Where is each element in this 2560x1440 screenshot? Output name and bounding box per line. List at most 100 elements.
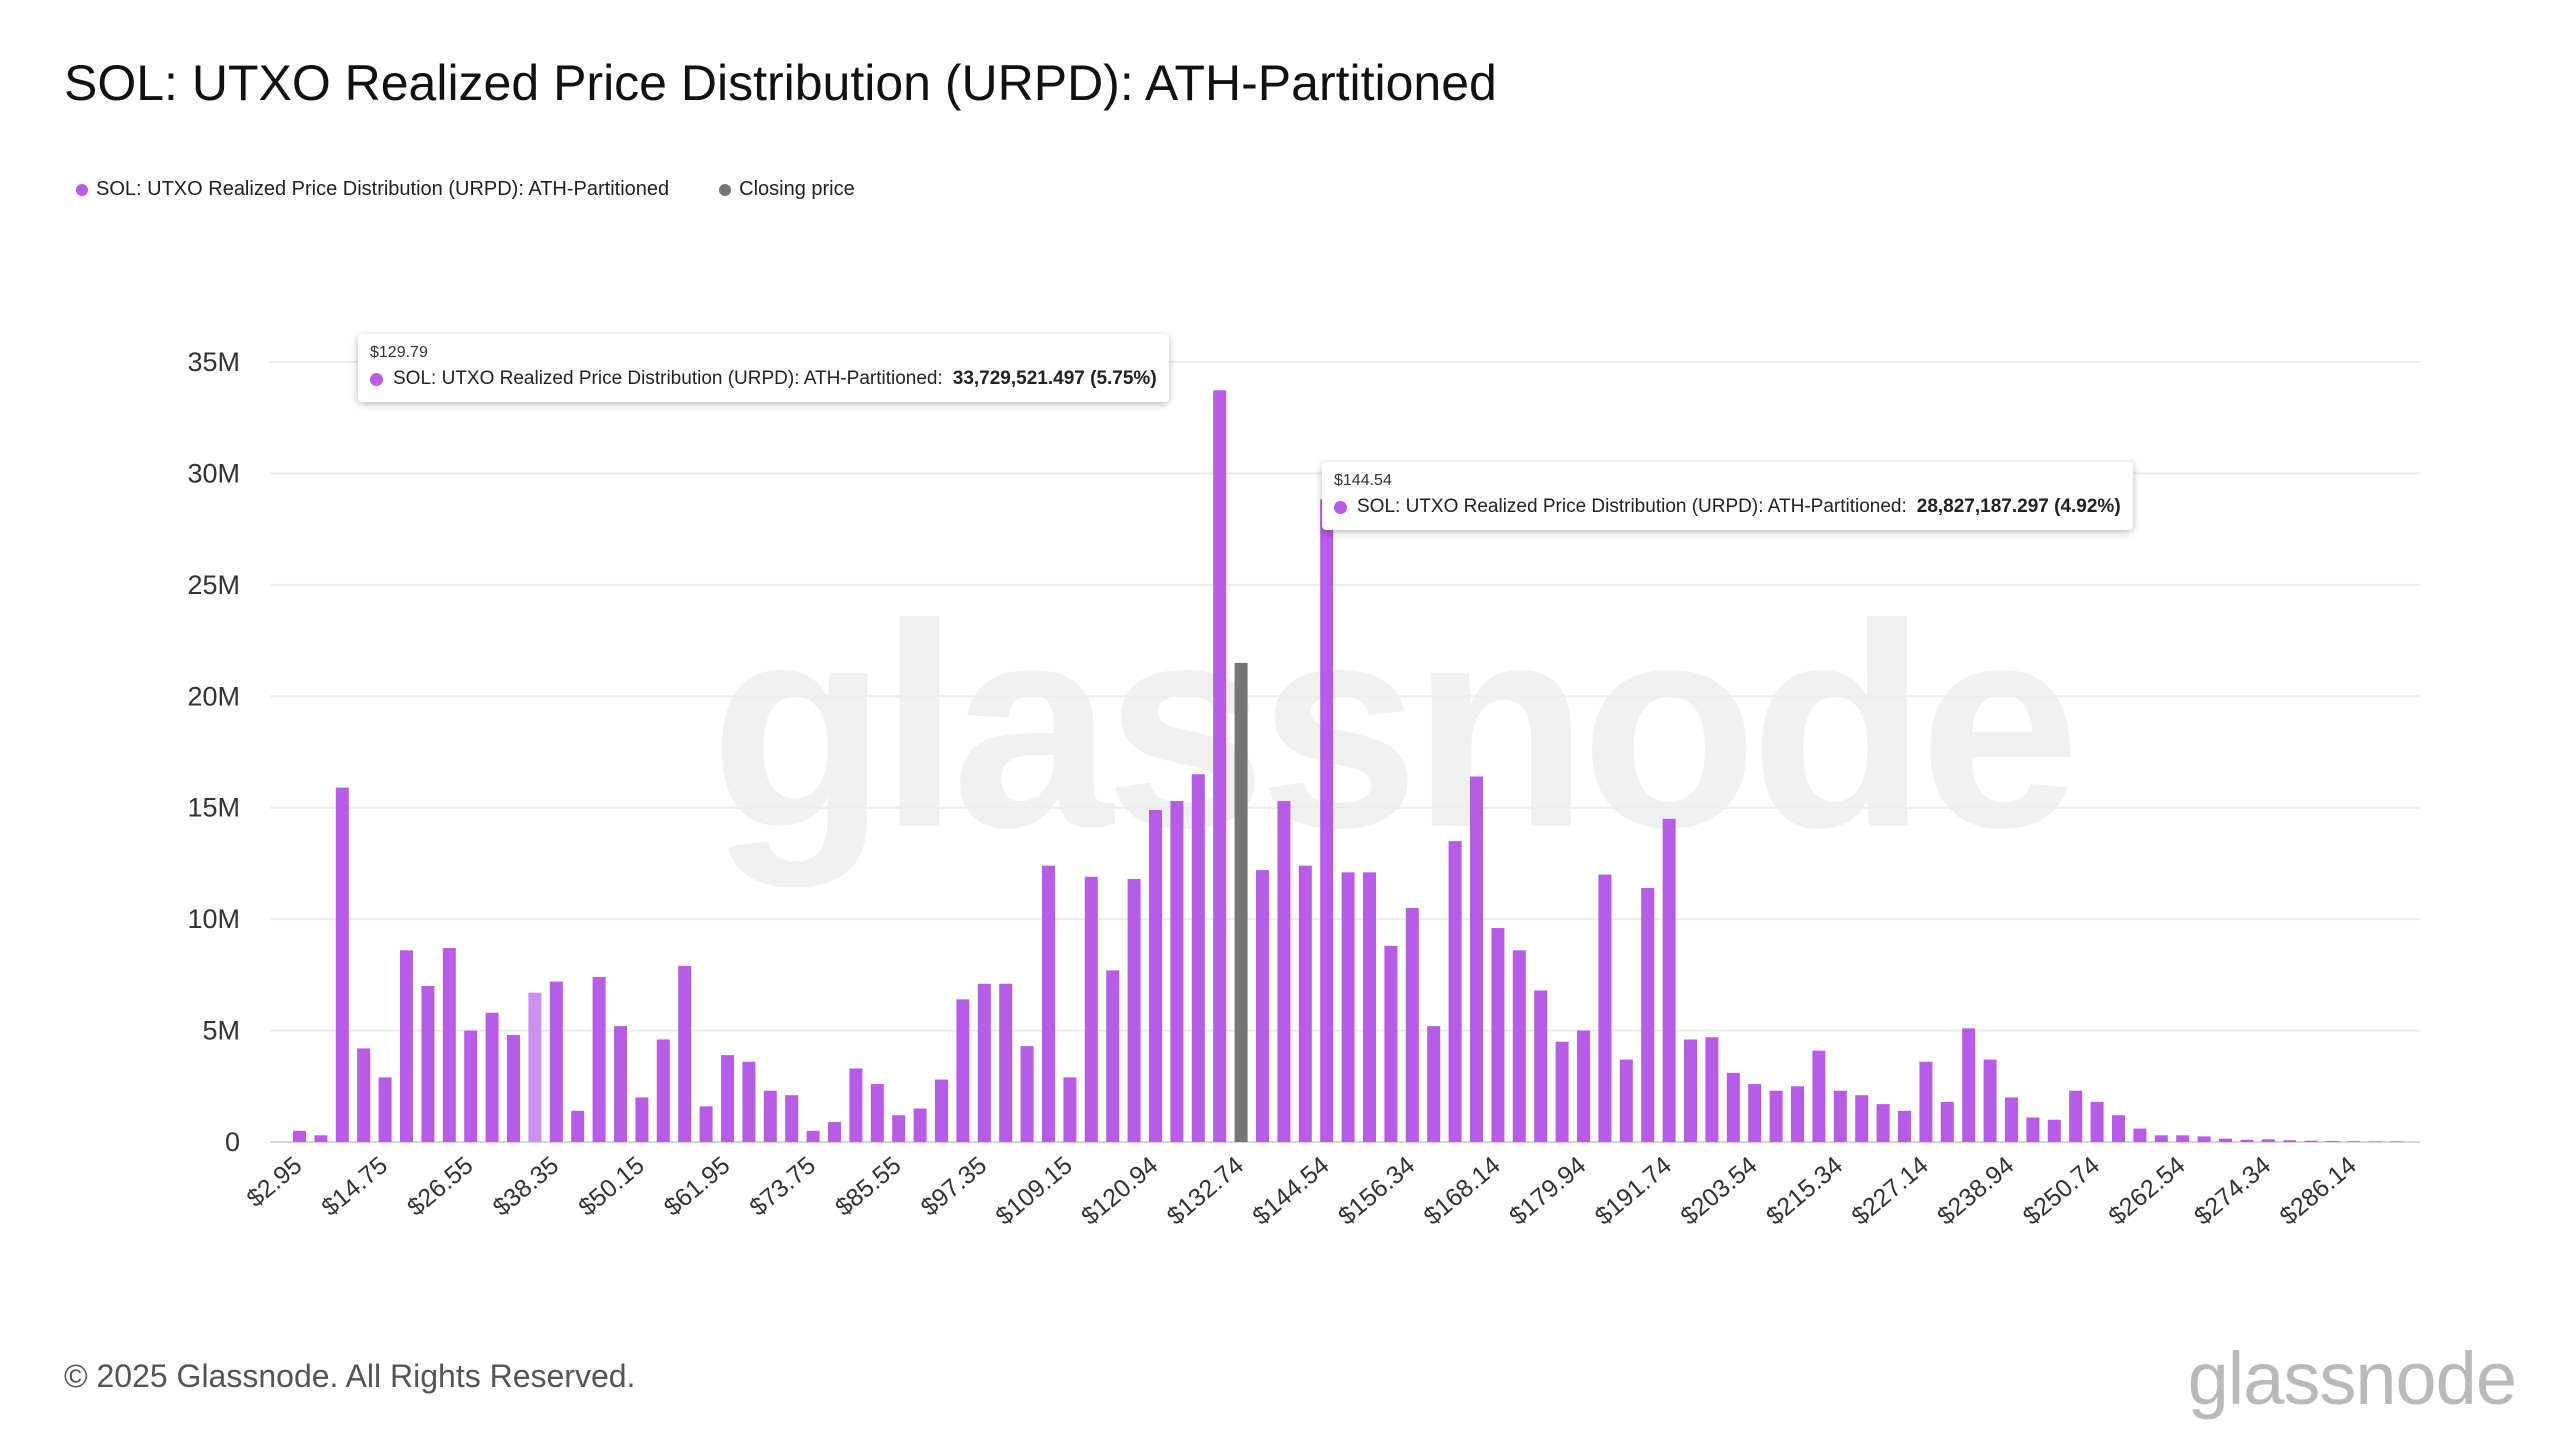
urpd-bar[interactable] — [1748, 1084, 1762, 1142]
urpd-bar[interactable] — [571, 1110, 585, 1142]
urpd-bar[interactable] — [1833, 1090, 1847, 1142]
urpd-bar[interactable] — [1170, 801, 1184, 1142]
urpd-bar[interactable] — [1577, 1030, 1590, 1142]
urpd-bar[interactable] — [721, 1055, 734, 1142]
urpd-bar[interactable] — [2005, 1097, 2018, 1142]
urpd-bar[interactable] — [1983, 1059, 1997, 1142]
urpd-bar[interactable] — [2326, 1141, 2339, 1142]
urpd-bar[interactable] — [1855, 1095, 1869, 1142]
urpd-bar[interactable] — [1191, 774, 1205, 1142]
urpd-bar[interactable] — [1726, 1072, 1740, 1142]
urpd-bar[interactable] — [1898, 1110, 1911, 1142]
urpd-bar[interactable] — [1940, 1101, 1954, 1142]
urpd-bar[interactable] — [870, 1084, 884, 1142]
urpd-bar[interactable] — [1470, 776, 1483, 1142]
glassnode-logo[interactable]: glassnode — [2187, 1337, 2517, 1420]
urpd-bar[interactable] — [2283, 1140, 2297, 1142]
urpd-bar[interactable] — [1256, 870, 1269, 1142]
urpd-bar[interactable] — [635, 1097, 649, 1142]
urpd-bar[interactable] — [1427, 1026, 1441, 1142]
urpd-bar[interactable] — [1555, 1041, 1569, 1142]
urpd-bar[interactable] — [314, 1135, 328, 1142]
urpd-bar[interactable] — [935, 1079, 948, 1142]
urpd-bar[interactable] — [1705, 1037, 1719, 1142]
urpd-bar[interactable] — [1320, 499, 1334, 1142]
urpd-bar[interactable] — [2133, 1128, 2147, 1142]
urpd-bar[interactable] — [614, 1026, 627, 1142]
urpd-bar[interactable] — [2047, 1119, 2061, 1142]
urpd-bar[interactable] — [1684, 1039, 1697, 1142]
urpd-bar[interactable] — [2026, 1117, 2040, 1142]
urpd-bar[interactable] — [528, 992, 542, 1142]
urpd-bar[interactable] — [1962, 1028, 1976, 1142]
urpd-bar[interactable] — [549, 981, 563, 1142]
urpd-bar[interactable] — [1298, 865, 1312, 1142]
urpd-bar[interactable] — [1769, 1090, 1783, 1142]
urpd-bar[interactable] — [892, 1115, 906, 1142]
urpd-bar[interactable] — [999, 983, 1013, 1142]
urpd-bar[interactable] — [849, 1068, 863, 1142]
urpd-bar[interactable] — [1448, 841, 1462, 1142]
urpd-bar[interactable] — [2390, 1141, 2404, 1143]
urpd-bar[interactable] — [1598, 874, 1612, 1142]
urpd-bar[interactable] — [1919, 1061, 1933, 1142]
closing-price-bar[interactable] — [1234, 662, 1248, 1142]
urpd-bar[interactable] — [1084, 876, 1098, 1142]
urpd-bar[interactable] — [1491, 928, 1505, 1142]
urpd-bar[interactable] — [485, 1012, 499, 1142]
urpd-bar[interactable] — [678, 965, 692, 1142]
urpd-bar[interactable] — [2261, 1139, 2275, 1142]
urpd-bar[interactable] — [913, 1108, 927, 1142]
urpd-bar[interactable] — [656, 1039, 670, 1142]
urpd-bar[interactable] — [1534, 990, 1548, 1142]
urpd-bar[interactable] — [2240, 1139, 2254, 1142]
urpd-bar[interactable] — [1363, 872, 1376, 1142]
urpd-bar[interactable] — [357, 1048, 371, 1142]
urpd-bar[interactable] — [1662, 818, 1676, 1142]
urpd-bar[interactable] — [1641, 887, 1655, 1142]
urpd-bar[interactable] — [507, 1035, 520, 1142]
urpd-bar[interactable] — [1127, 879, 1141, 1142]
legend-item-distribution[interactable]: SOL: UTXO Realized Price Distribution (U… — [76, 178, 669, 201]
urpd-bar[interactable] — [335, 787, 349, 1142]
urpd-bar[interactable] — [1042, 865, 1055, 1142]
urpd-bar[interactable] — [2304, 1140, 2318, 1142]
urpd-bar[interactable] — [2197, 1136, 2211, 1142]
urpd-bar[interactable] — [1106, 970, 1120, 1142]
urpd-bar[interactable] — [1812, 1050, 1826, 1142]
urpd-bar[interactable] — [2069, 1090, 2083, 1142]
urpd-bar[interactable] — [400, 950, 413, 1142]
urpd-bar[interactable] — [699, 1106, 713, 1142]
urpd-bar[interactable] — [1149, 809, 1162, 1142]
legend-item-closing-price[interactable]: Closing price — [719, 178, 855, 201]
urpd-bar[interactable] — [742, 1061, 756, 1142]
urpd-bar[interactable] — [2090, 1101, 2104, 1142]
urpd-bar[interactable] — [806, 1130, 820, 1142]
urpd-bar[interactable] — [442, 948, 456, 1142]
urpd-bar[interactable] — [763, 1090, 777, 1142]
urpd-bar[interactable] — [1384, 945, 1398, 1142]
urpd-bar[interactable] — [2154, 1135, 2168, 1142]
urpd-bar[interactable] — [1063, 1077, 1077, 1142]
urpd-bar[interactable] — [2347, 1141, 2361, 1142]
urpd-bar[interactable] — [1876, 1104, 1890, 1142]
urpd-bar[interactable] — [1512, 950, 1526, 1142]
urpd-bar[interactable] — [293, 1130, 306, 1142]
urpd-bar[interactable] — [421, 986, 435, 1142]
urpd-bar[interactable] — [1341, 872, 1355, 1142]
urpd-bar[interactable] — [2112, 1115, 2125, 1142]
urpd-bar[interactable] — [378, 1077, 392, 1142]
urpd-bar[interactable] — [1405, 908, 1419, 1142]
urpd-bar[interactable] — [2368, 1141, 2382, 1143]
urpd-bar[interactable] — [956, 999, 970, 1142]
urpd-bar[interactable] — [828, 1121, 841, 1142]
urpd-bar[interactable] — [2176, 1135, 2190, 1142]
urpd-bar[interactable] — [977, 983, 991, 1142]
urpd-bar[interactable] — [1619, 1059, 1633, 1142]
urpd-bar[interactable] — [1277, 801, 1291, 1142]
urpd-bar[interactable] — [2219, 1138, 2232, 1142]
urpd-bar[interactable] — [464, 1030, 478, 1142]
urpd-bar[interactable] — [1020, 1046, 1034, 1142]
urpd-bar[interactable] — [785, 1095, 799, 1142]
urpd-bar[interactable] — [592, 977, 606, 1142]
